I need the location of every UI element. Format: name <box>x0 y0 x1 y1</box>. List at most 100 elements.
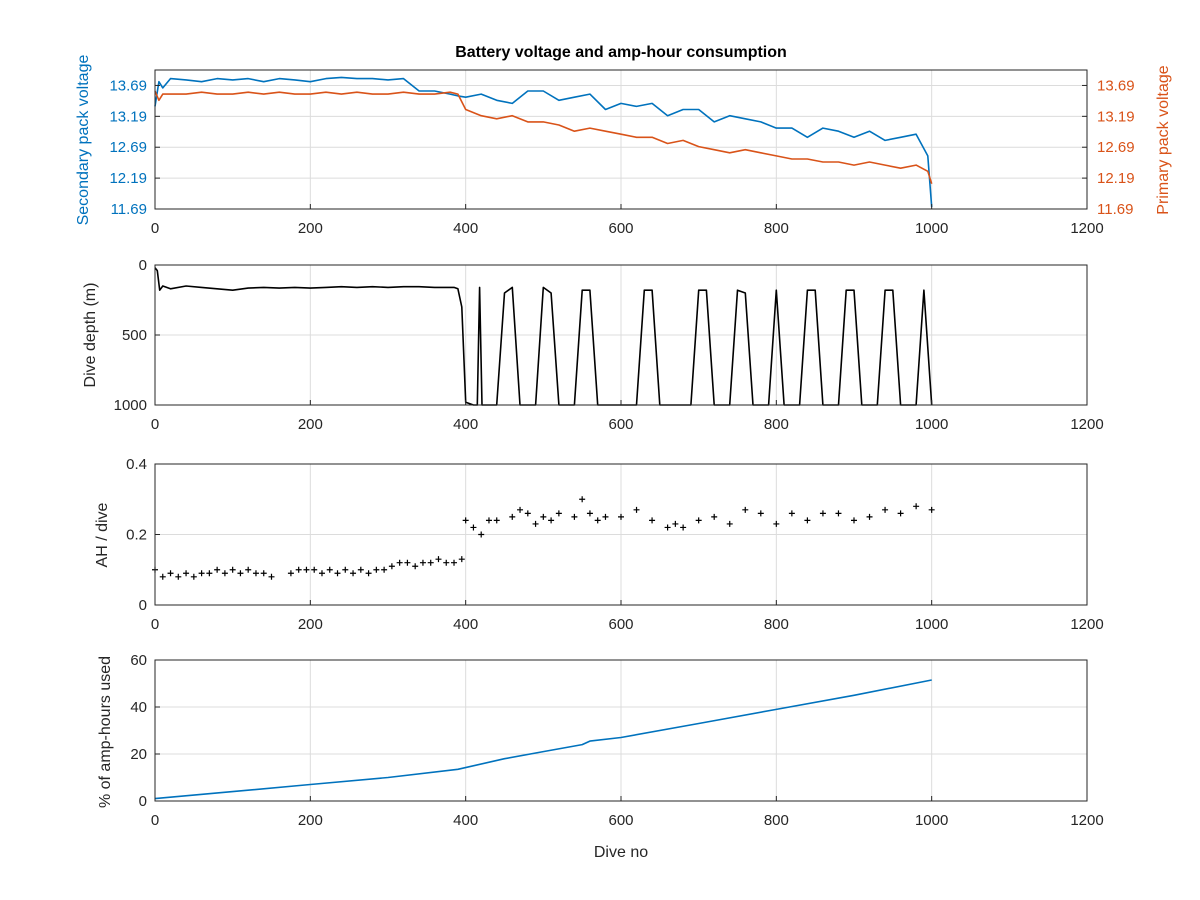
y-tick-label: 11.69 <box>111 201 147 218</box>
data-point <box>618 513 624 520</box>
x-tick-label: 1000 <box>915 616 948 633</box>
x-tick-label: 0 <box>151 616 159 633</box>
data-point <box>198 570 205 577</box>
x-tick-label: 200 <box>298 616 323 633</box>
depth-y-axis-label: Dive depth (m) <box>82 283 99 388</box>
data-point <box>287 570 294 577</box>
data-point <box>190 573 197 580</box>
axes-frame <box>154 69 1088 210</box>
x-tick-label: 200 <box>298 812 323 829</box>
x-tick-label: 200 <box>298 220 323 237</box>
data-point <box>462 517 469 524</box>
series-line <box>154 90 933 184</box>
data-point <box>532 520 539 527</box>
data-point <box>726 520 733 527</box>
x-tick-label: 0 <box>151 812 159 829</box>
y-tick-label: 0.4 <box>126 456 147 473</box>
right-y-tick-label: 13.19 <box>1097 108 1135 125</box>
y-tick-label: 60 <box>130 652 147 669</box>
data-point <box>357 566 364 573</box>
y-tick-label: 13.19 <box>109 108 147 125</box>
x-tick-label: 800 <box>764 416 789 433</box>
y-tick-label: 0 <box>139 257 147 274</box>
x-tick-label: 200 <box>298 416 323 433</box>
chart-title: Battery voltage and amp-hour consumption <box>455 44 787 61</box>
data-point <box>326 566 333 573</box>
amp-hours-used-panel: 0 200 400 600 800 1000 1200 0 20 40 60 % of amp-ho… <box>97 652 1104 861</box>
right-y-tick-label: 12.19 <box>1097 170 1135 187</box>
data-point <box>851 517 857 524</box>
x-tick-label: 400 <box>453 416 478 433</box>
data-point <box>897 510 904 517</box>
data-point <box>175 573 182 580</box>
data-point <box>804 517 811 524</box>
data-point <box>664 524 671 531</box>
y-tick-label: 20 <box>130 746 147 763</box>
series-line <box>154 76 933 208</box>
data-point <box>260 570 267 577</box>
ah-per-dive-panel: 0 200 400 600 800 1000 1200 0 0.2 0.4 AH / dive <box>94 456 1104 633</box>
data-point <box>167 570 174 577</box>
right-y-tick-label: 13.69 <box>1097 77 1135 94</box>
x-tick-label: 1000 <box>915 220 948 237</box>
y-tick-label: 13.69 <box>109 77 147 94</box>
left-y-axis-label: Secondary pack voltage <box>75 55 92 226</box>
data-point <box>548 517 555 524</box>
x-tick-label: 600 <box>608 616 633 633</box>
data-point <box>586 510 593 517</box>
x-tick-label: 400 <box>453 812 478 829</box>
data-point <box>245 566 252 573</box>
data-point <box>680 524 687 531</box>
data-point <box>540 513 547 520</box>
x-tick-label: 1200 <box>1070 220 1103 237</box>
data-point <box>742 506 749 513</box>
data-point <box>388 563 395 570</box>
data-point <box>237 570 244 577</box>
data-point <box>928 506 935 513</box>
data-point <box>470 524 477 531</box>
x-tick-label: 1200 <box>1070 616 1103 633</box>
data-point <box>252 570 259 577</box>
data-point <box>458 556 465 563</box>
axes-frame <box>154 463 1088 606</box>
x-tick-label: 800 <box>764 220 789 237</box>
x-tick-label: 800 <box>764 616 789 633</box>
data-point <box>443 559 450 566</box>
right-y-tick-label: 12.69 <box>1097 139 1135 156</box>
y-tick-label: 12.19 <box>109 170 147 187</box>
x-tick-label: 0 <box>151 220 159 237</box>
data-point <box>478 531 485 538</box>
data-point <box>788 510 795 517</box>
data-point <box>365 570 372 577</box>
data-point <box>396 559 403 566</box>
data-point <box>493 517 500 524</box>
data-point <box>373 566 380 573</box>
x-tick-label: 1000 <box>915 812 948 829</box>
x-tick-label: 1200 <box>1070 812 1103 829</box>
data-point <box>711 513 718 520</box>
data-point <box>835 510 842 517</box>
data-point <box>524 510 531 517</box>
pct-y-axis-label: % of amp-hours used <box>97 656 114 808</box>
x-axis-label: Dive no <box>594 844 648 861</box>
x-tick-label: 1000 <box>915 416 948 433</box>
right-y-axis-label: Primary pack voltage <box>1155 65 1172 214</box>
series-line <box>154 267 933 406</box>
x-tick-label: 0 <box>151 416 159 433</box>
y-tick-label: 0 <box>139 793 147 810</box>
data-point <box>435 556 442 563</box>
data-point <box>594 517 601 524</box>
data-point <box>295 566 302 573</box>
x-tick-label: 1200 <box>1070 416 1103 433</box>
y-tick-label: 1000 <box>114 397 147 414</box>
data-point <box>672 520 679 527</box>
series-line <box>154 679 932 800</box>
depth-panel: 0 200 400 600 800 1000 1200 0 500 1000 Dive depth… <box>82 257 1104 433</box>
data-point <box>427 559 434 566</box>
right-y-tick-label: 11.69 <box>1097 201 1133 218</box>
y-tick-label: 12.69 <box>109 139 147 156</box>
data-point <box>485 517 492 524</box>
data-point <box>451 559 458 566</box>
data-point <box>649 517 656 524</box>
